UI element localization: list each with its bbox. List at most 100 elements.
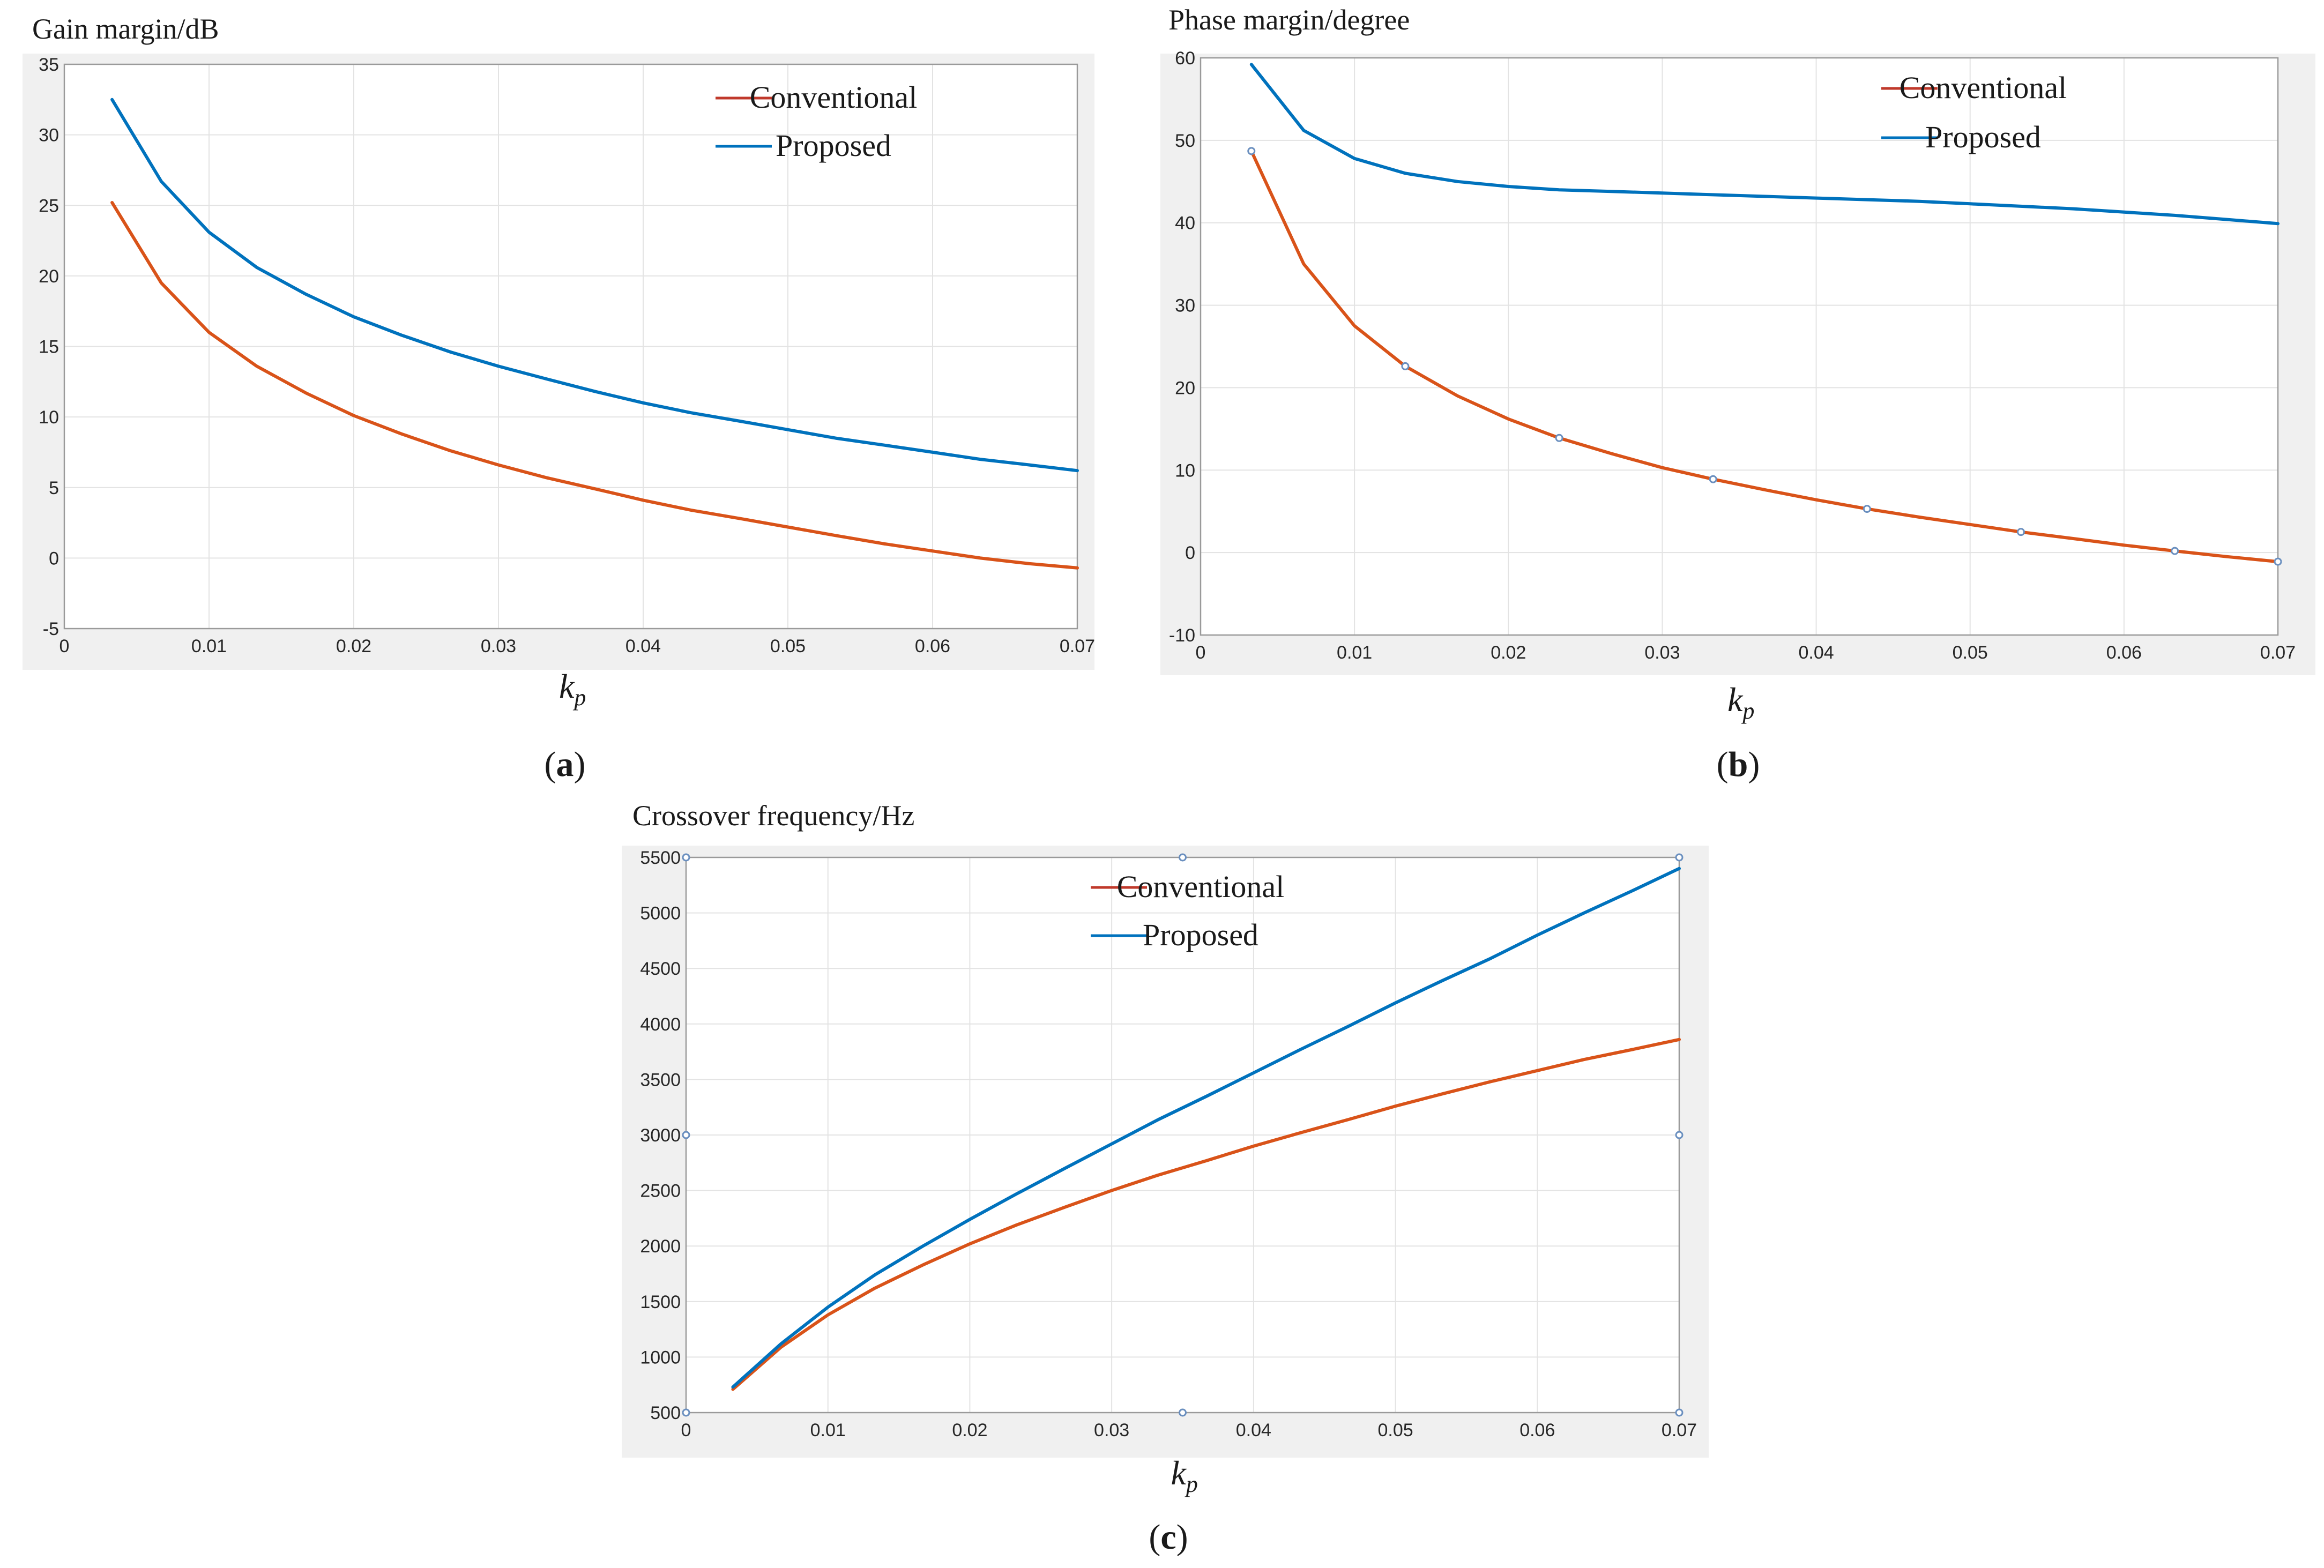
- data-point-proposed: [921, 1244, 925, 1248]
- data-point-conventional: [2225, 555, 2229, 558]
- data-point-conventional: [2122, 543, 2126, 547]
- data-point-conventional: [1205, 1159, 1209, 1162]
- data-point-proposed: [497, 364, 500, 368]
- data-point-proposed: [255, 266, 258, 269]
- data-point-conventional: [642, 498, 645, 502]
- data-point-conventional: [1536, 1069, 1539, 1072]
- y-tick-label: 2000: [640, 1236, 681, 1257]
- data-point-conventional: [2072, 537, 2075, 540]
- data-point-proposed: [779, 1342, 783, 1346]
- panel-label-letter: c: [1160, 1518, 1176, 1557]
- panel-label-letter: a: [556, 745, 574, 784]
- data-point-conventional: [1015, 1223, 1018, 1227]
- data-point-proposed: [1536, 934, 1539, 937]
- y-tick-label: 4000: [640, 1014, 681, 1035]
- data-point-proposed: [931, 451, 934, 454]
- data-point-conventional: [1489, 1080, 1492, 1084]
- x-tick-label: 0.04: [1236, 1420, 1271, 1440]
- x-tick-label: 0.07: [2260, 643, 2296, 663]
- y-tick-label: -5: [43, 619, 59, 639]
- x-tick-label: 0: [1196, 643, 1206, 663]
- x-tick-label: 0.07: [1060, 636, 1095, 656]
- y-tick-label: 5000: [640, 904, 681, 924]
- chart-title: Phase margin/degree: [1168, 4, 1410, 36]
- data-point-conventional: [1110, 1189, 1113, 1192]
- data-point-conventional: [979, 556, 982, 559]
- point-marker: [1555, 434, 1563, 442]
- y-tick-label: 20: [39, 266, 59, 287]
- data-point-conventional: [304, 391, 308, 394]
- data-point-conventional: [739, 517, 742, 520]
- selection-handle: [682, 1408, 690, 1417]
- data-point-conventional: [1063, 1206, 1067, 1209]
- point-marker: [1709, 475, 1717, 483]
- data-point-proposed: [1015, 1192, 1018, 1196]
- y-tick-label: 1000: [640, 1347, 681, 1368]
- plot-frame: [1200, 57, 2279, 636]
- y-tick-label: 500: [650, 1403, 681, 1423]
- data-point-proposed: [873, 1273, 876, 1276]
- data-point-conventional: [1028, 562, 1031, 565]
- data-point-proposed: [160, 180, 163, 183]
- data-point-conventional: [826, 1313, 830, 1317]
- data-point-conventional: [873, 1287, 876, 1290]
- data-point-conventional: [1076, 566, 1079, 570]
- data-point-proposed: [1660, 191, 1664, 195]
- panel-label-open-paren: (: [1149, 1518, 1160, 1557]
- data-point-proposed: [545, 377, 548, 380]
- data-point-proposed: [1076, 469, 1079, 472]
- x-tick-label: 0.02: [952, 1420, 987, 1440]
- plot-frame: [63, 63, 1078, 630]
- point-marker: [2274, 557, 2282, 566]
- legend-label-proposed: Proposed: [1925, 120, 2041, 154]
- point-marker: [1401, 362, 1410, 370]
- panel-label: (b): [1717, 745, 1760, 784]
- y-tick-label: 30: [39, 125, 59, 146]
- selection-handle: [682, 1131, 690, 1139]
- x-tick-label: 0.05: [1953, 643, 1988, 663]
- data-point-proposed: [883, 444, 887, 447]
- point-marker: [2171, 547, 2179, 555]
- data-point-proposed: [1205, 1094, 1209, 1098]
- data-point-conventional: [594, 487, 597, 490]
- data-point-conventional: [352, 414, 355, 417]
- x-axis-label-main: k: [1171, 1454, 1187, 1492]
- data-point-conventional: [1394, 1104, 1397, 1108]
- data-point-conventional: [1347, 1118, 1350, 1121]
- point-marker: [1247, 147, 1256, 155]
- x-axis-label-main: k: [1727, 681, 1744, 719]
- data-point-conventional: [689, 509, 692, 512]
- data-point-proposed: [1302, 129, 1305, 132]
- x-tick-label: 0: [59, 636, 70, 656]
- y-tick-label: 40: [1175, 213, 1195, 234]
- selection-handle: [682, 853, 690, 862]
- y-tick-label: 4500: [640, 959, 681, 979]
- data-point-proposed: [1353, 157, 1356, 160]
- data-point-conventional: [883, 542, 887, 546]
- x-tick-label: 0.02: [336, 636, 371, 656]
- chart-title: Gain margin/dB: [32, 13, 219, 45]
- x-axis-label: kp: [1171, 1454, 1198, 1497]
- x-tick-label: 0.05: [1377, 1420, 1413, 1440]
- x-tick-label: 0.03: [481, 636, 516, 656]
- y-tick-label: 35: [39, 55, 59, 75]
- y-tick-label: 15: [39, 337, 59, 357]
- x-tick-label: 0.01: [191, 636, 227, 656]
- data-point-proposed: [1028, 464, 1031, 467]
- legend-label-proposed: Proposed: [1143, 917, 1258, 952]
- data-point-conventional: [1157, 1173, 1160, 1177]
- data-point-conventional: [400, 432, 403, 436]
- data-point-proposed: [2122, 211, 2126, 214]
- data-point-conventional: [1456, 394, 1459, 398]
- data-point-proposed: [1063, 1167, 1067, 1170]
- y-tick-label: 1500: [640, 1292, 681, 1312]
- data-point-proposed: [1394, 1001, 1397, 1005]
- legend-label-proposed: Proposed: [776, 128, 891, 163]
- data-point-proposed: [304, 293, 308, 296]
- chart-panel-b: 0 0.01 0.02 0.03 0.04 0.05 0.06 0.07-1001020304…: [1160, 4, 2315, 784]
- y-tick-label: 25: [39, 196, 59, 216]
- plot-area: [1201, 58, 2278, 635]
- data-point-proposed: [594, 390, 597, 393]
- data-point-proposed: [1711, 193, 1715, 197]
